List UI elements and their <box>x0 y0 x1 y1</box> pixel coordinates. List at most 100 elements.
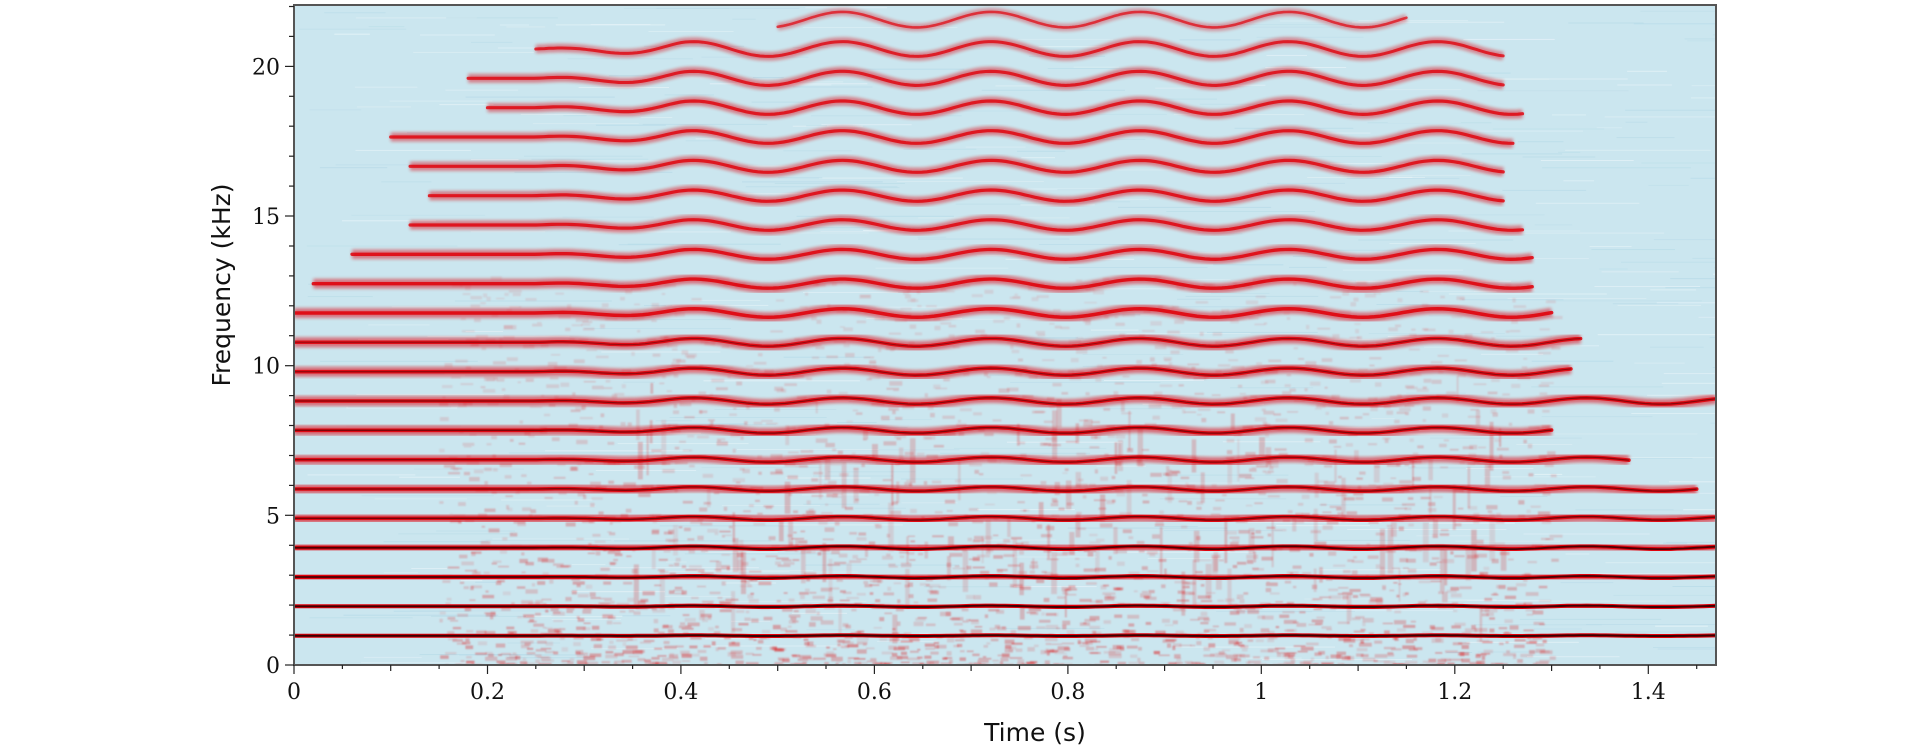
noise-speck <box>1138 661 1145 665</box>
noise-speck <box>503 325 513 329</box>
noise-speck <box>1256 464 1269 468</box>
noise-streak <box>778 520 784 542</box>
noise-speck <box>1418 580 1431 584</box>
noise-speck <box>1469 662 1482 665</box>
noise-speck <box>697 649 707 653</box>
noise-speck <box>1185 581 1196 585</box>
noise-speck <box>829 587 840 590</box>
noise-speck <box>596 355 609 359</box>
noise-speck <box>1142 500 1150 504</box>
y-tick-label: 20 <box>252 55 280 80</box>
noise-speck <box>703 645 711 648</box>
noise-speck <box>1057 596 1066 599</box>
background-streak <box>981 89 1125 91</box>
background-streak <box>1552 114 1586 116</box>
noise-speck <box>1138 647 1142 651</box>
noise-speck <box>1310 657 1315 662</box>
noise-speck <box>715 625 719 629</box>
noise-speck <box>1321 662 1334 665</box>
noise-speck <box>1245 452 1256 456</box>
background-streak <box>454 300 612 302</box>
noise-speck <box>1122 375 1130 378</box>
background-streak <box>1616 137 1675 139</box>
noise-speck <box>523 614 535 618</box>
noise-speck <box>1153 651 1160 654</box>
noise-speck <box>529 406 543 408</box>
noise-speck <box>484 467 492 472</box>
y-tick-label: 15 <box>252 205 280 230</box>
background-streak <box>1599 268 1628 270</box>
noise-speck <box>439 611 446 615</box>
noise-speck <box>993 555 1003 559</box>
noise-speck <box>1142 590 1148 594</box>
noise-streak <box>1120 401 1125 412</box>
noise-speck <box>1199 331 1204 336</box>
noise-speck <box>829 461 842 466</box>
background-streak <box>1352 21 1505 23</box>
noise-speck <box>1150 321 1162 326</box>
noise-speck <box>1343 570 1351 574</box>
noise-speck <box>516 586 526 589</box>
noise-speck <box>637 658 646 662</box>
noise-speck <box>1459 586 1472 590</box>
noise-speck <box>1527 409 1535 414</box>
noise-speck <box>1227 530 1237 535</box>
background-streak <box>324 12 386 14</box>
noise-speck <box>484 508 496 512</box>
background-streak <box>1265 67 1347 68</box>
noise-speck <box>525 561 534 566</box>
background-streak <box>551 619 622 620</box>
noise-speck <box>1236 597 1240 600</box>
noise-streak <box>1181 571 1186 616</box>
noise-speck <box>1273 413 1281 416</box>
noise-speck <box>1387 464 1400 467</box>
noise-speck <box>1185 482 1189 487</box>
noise-streak <box>815 400 818 414</box>
noise-speck <box>1458 642 1470 645</box>
background-streak <box>695 138 722 140</box>
noise-speck <box>1360 654 1369 658</box>
noise-speck <box>501 653 512 655</box>
noise-speck <box>1172 643 1182 648</box>
background-streak <box>1596 127 1623 129</box>
noise-speck <box>504 475 512 479</box>
noise-speck <box>776 299 784 302</box>
noise-speck <box>607 531 612 533</box>
background-streak <box>1691 97 1716 99</box>
noise-speck <box>863 581 869 585</box>
noise-speck <box>968 508 979 511</box>
background-streak <box>1672 586 1716 587</box>
noise-speck <box>1353 556 1357 559</box>
noise-streak <box>801 546 806 584</box>
noise-speck <box>460 317 466 321</box>
noise-speck <box>864 584 873 588</box>
noise-speck <box>878 347 882 352</box>
noise-speck <box>592 625 600 630</box>
noise-speck <box>1082 495 1087 499</box>
noise-speck <box>847 659 851 664</box>
noise-speck <box>691 597 699 599</box>
noise-speck <box>858 532 866 536</box>
noise-speck <box>521 644 530 649</box>
noise-speck <box>816 611 820 616</box>
noise-speck <box>888 563 896 566</box>
noise-speck <box>1387 653 1395 657</box>
noise-speck <box>446 597 452 601</box>
noise-speck <box>1274 448 1287 451</box>
noise-speck <box>517 521 526 527</box>
harmonic-core-7 <box>294 456 1629 463</box>
noise-speck <box>1103 620 1111 624</box>
noise-speck <box>1374 640 1383 644</box>
noise-speck <box>612 622 622 624</box>
noise-speck <box>1003 554 1015 557</box>
noise-speck <box>806 500 811 505</box>
noise-speck <box>578 662 589 665</box>
harmonic-line-15 <box>408 218 1525 232</box>
noise-speck <box>863 439 867 441</box>
noise-speck <box>924 643 935 647</box>
noise-speck <box>463 586 469 590</box>
noise-speck <box>1095 567 1106 572</box>
noise-speck <box>744 617 751 621</box>
noise-speck <box>1286 317 1291 320</box>
noise-speck <box>875 524 882 529</box>
